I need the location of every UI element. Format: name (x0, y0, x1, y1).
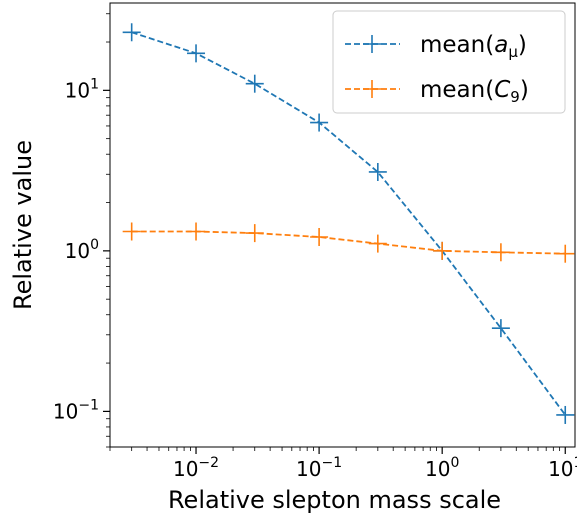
data-point-marker (433, 241, 452, 260)
legend-label: mean(aμ) (420, 32, 527, 61)
y-axis-label: Relative value (9, 140, 37, 310)
x-tick-label: 10−2 (173, 455, 219, 481)
ticks-layer: 10−2 10−1 100 101 10−1 100 101 (53, 13, 577, 481)
series-line (131, 31, 567, 416)
legend-label: mean(C9) (420, 77, 529, 106)
x-tick-label: 100 (425, 455, 459, 481)
data-point-marker (310, 113, 329, 132)
series-layer (122, 23, 575, 424)
y-tick-label: 10−1 (53, 397, 99, 423)
plot-frame (109, 2, 576, 448)
legend-item-0: mean(aμ) (345, 32, 527, 61)
series-1 (122, 222, 575, 263)
legend: mean(aμ) mean(C9) (332, 10, 566, 114)
data-point-marker (187, 222, 206, 241)
data-point-marker (245, 74, 264, 93)
x-tick-label: 10−1 (296, 455, 342, 481)
data-point-marker (556, 244, 575, 263)
data-point-marker (187, 44, 206, 63)
data-point-marker (310, 227, 329, 246)
series-line (131, 230, 566, 255)
legend-box (332, 10, 566, 114)
data-point-marker (122, 222, 141, 241)
data-point-marker (368, 162, 387, 181)
y-tick-label: 100 (65, 237, 99, 263)
data-point-marker (122, 23, 141, 42)
data-point-marker (491, 243, 510, 262)
legend-item-1: mean(C9) (345, 77, 529, 106)
data-point-marker (368, 234, 387, 253)
data-point-marker (491, 319, 510, 338)
x-tick-label: 101 (548, 455, 577, 481)
y-tick-label: 101 (65, 76, 99, 102)
data-point-marker (556, 405, 575, 424)
x-axis-label: Relative slepton mass scale (168, 486, 501, 514)
data-point-marker (245, 224, 264, 243)
